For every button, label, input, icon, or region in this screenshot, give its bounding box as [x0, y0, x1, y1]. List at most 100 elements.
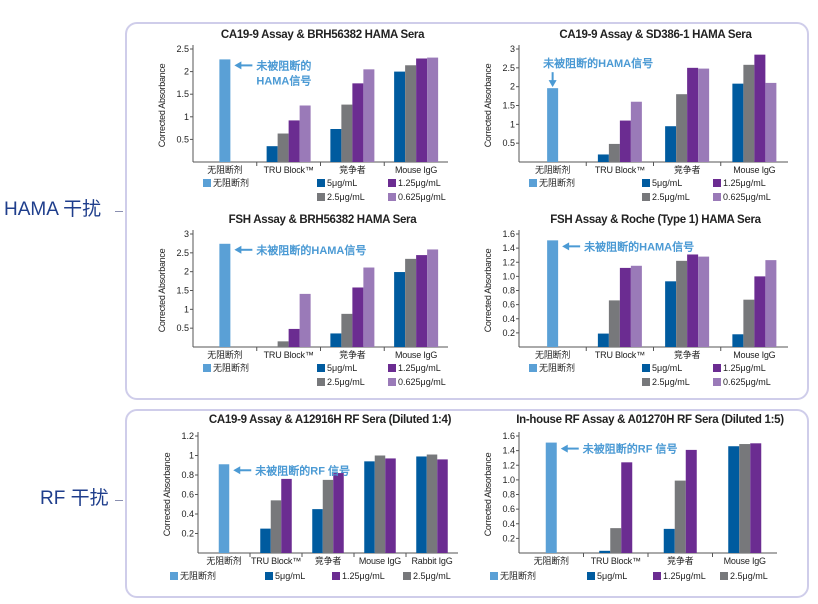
legend-label-5ug: 5μg/mL [275, 571, 305, 581]
bar-0.625ug-2 [698, 68, 710, 162]
y-tick-label: 1.2 [181, 431, 194, 441]
legend-label-0.625ug: 0.625μg/mL [398, 192, 446, 202]
y-tick-label: 0.2 [502, 533, 515, 543]
legend-label-2.5ug: 2.5μg/mL [730, 571, 768, 581]
x-tick-label: TRU Block™ [595, 165, 645, 175]
bar-1.25ug-2 [352, 287, 364, 347]
y-tick-label: 1.4 [502, 446, 515, 456]
x-tick-label: 无阻断剂 [535, 349, 570, 360]
y-tick-label: 0.4 [502, 519, 515, 529]
bar-5ug-3 [732, 83, 744, 162]
bar-5ug-3 [732, 334, 744, 347]
y-tick-label: 3 [184, 229, 189, 239]
bar-2.5ug-3 [405, 65, 417, 162]
annotation-text: 未被阻断的HAMA信号 [255, 243, 366, 257]
bar-2.5ug-1 [608, 300, 620, 347]
bar-5ug-2 [665, 126, 677, 162]
hama-group-label: HAMA 干扰 [4, 199, 102, 220]
bar-5ug-2 [330, 333, 342, 347]
bar-2.5ug-3 [405, 258, 417, 347]
y-axis-label: Corrected Absorbance [162, 452, 172, 536]
bar-5ug-2 [330, 129, 342, 162]
bar-1.25ug-3 [754, 276, 766, 347]
x-tick-label: Mouse IgG [733, 350, 775, 360]
bar-1.25ug-4 [437, 459, 448, 553]
y-tick-label: 0.6 [502, 300, 515, 310]
bar-1.25ug-2 [687, 67, 699, 162]
bar-no-blocker [545, 442, 557, 553]
bar-1.25ug-2 [687, 254, 699, 347]
bar-5ug-2 [663, 528, 675, 553]
legend-swatch-0.625ug [388, 193, 396, 201]
x-tick-label: 无阻断剂 [534, 555, 569, 566]
legend-label-5ug: 5μg/mL [327, 363, 357, 373]
y-tick-label: 3 [510, 44, 515, 54]
rf-group-tick [115, 500, 123, 501]
annotation-text: 未被阻断的HAMA信号 [583, 239, 694, 253]
y-tick-label: 1 [189, 451, 194, 461]
bar-2.5ug-3 [739, 444, 751, 553]
y-tick-label: 1.6 [502, 229, 515, 239]
legend-label-0.625ug: 0.625μg/mL [723, 377, 771, 387]
x-tick-label: 竞争者 [315, 555, 342, 566]
legend-label-1.25ug: 1.25μg/mL [398, 363, 441, 373]
x-tick-label: 竞争者 [674, 164, 701, 175]
legend-label-2.5ug: 2.5μg/mL [413, 571, 451, 581]
bar-2.5ug-2 [676, 94, 688, 162]
annotation-arrowhead-icon [560, 444, 568, 453]
bar-0.625ug-2 [363, 69, 375, 162]
chart-title: In-house RF Assay & A01270H RF Sera (Dil… [516, 414, 784, 426]
bar-2.5ug-1 [277, 133, 289, 162]
bar-2.5ug-1 [277, 341, 289, 347]
chart-fsh-brh56382: FSH Assay & BRH56382 HAMA Sera Corrected … [130, 210, 460, 395]
x-tick-label: 无阻断剂 [206, 555, 241, 566]
legend-label-no-blocker: 无阻断剂 [213, 177, 249, 188]
bar-0.625ug-3 [427, 249, 439, 347]
y-tick-label: 2 [184, 67, 189, 77]
legend-swatch-1.25ug [713, 364, 721, 372]
annotation-text: HAMA信号 [256, 73, 311, 87]
legend-label-2.5ug: 2.5μg/mL [327, 192, 365, 202]
annotation-text: 未被阻断的RF 信号 [582, 442, 678, 456]
bar-2.5ug-3 [743, 299, 755, 347]
legend-label-5ug: 5μg/mL [652, 363, 682, 373]
bar-0.625ug-1 [630, 265, 642, 347]
bar-no-blocker [547, 240, 559, 347]
legend-swatch-5ug [265, 572, 273, 580]
legend-swatch-2.5ug [317, 193, 325, 201]
y-tick-label: 2.5 [502, 63, 515, 73]
legend-swatch-1.25ug [388, 364, 396, 372]
chart-title: FSH Assay & Roche (Type 1) HAMA Sera [550, 214, 761, 226]
legend-swatch-no-blocker [529, 364, 537, 372]
legend-swatch-5ug [642, 364, 650, 372]
bar-1.25ug-3 [416, 255, 428, 347]
bar-5ug-1 [260, 528, 271, 553]
x-tick-label: Mouse IgG [395, 350, 437, 360]
x-tick-label: Mouse IgG [395, 165, 437, 175]
chart-title: CA19-9 Assay & SD386-1 HAMA Sera [559, 29, 752, 41]
legend-swatch-5ug [642, 179, 650, 187]
legend-swatch-5ug [317, 179, 325, 187]
legend-label-no-blocker: 无阻断剂 [539, 362, 575, 373]
y-axis-label: Corrected Absorbance [483, 248, 493, 332]
y-tick-label: 1.2 [502, 257, 515, 267]
annotation-arrowhead-icon [234, 245, 242, 254]
legend-swatch-2.5ug [642, 193, 650, 201]
y-tick-label: 2 [184, 267, 189, 277]
legend-swatch-2.5ug [403, 572, 411, 580]
y-tick-label: 1.4 [502, 243, 515, 253]
annotation-arrowhead-icon [233, 466, 241, 475]
bar-5ug-3 [728, 446, 740, 553]
x-tick-label: 竞争者 [667, 555, 694, 566]
x-tick-label: TRU Block™ [591, 556, 641, 566]
hama-group-tick [115, 211, 123, 212]
x-tick-label: TRU Block™ [264, 350, 314, 360]
legend-label-no-blocker: 无阻断剂 [539, 177, 575, 188]
bar-1.25ug-1 [281, 478, 292, 553]
legend-swatch-0.625ug [713, 378, 721, 386]
legend-swatch-no-blocker [490, 572, 498, 580]
legend-swatch-0.625ug [713, 193, 721, 201]
y-tick-label: 1.0 [502, 475, 515, 485]
y-tick-label: 1 [184, 304, 189, 314]
bar-2.5ug-2 [322, 479, 334, 553]
